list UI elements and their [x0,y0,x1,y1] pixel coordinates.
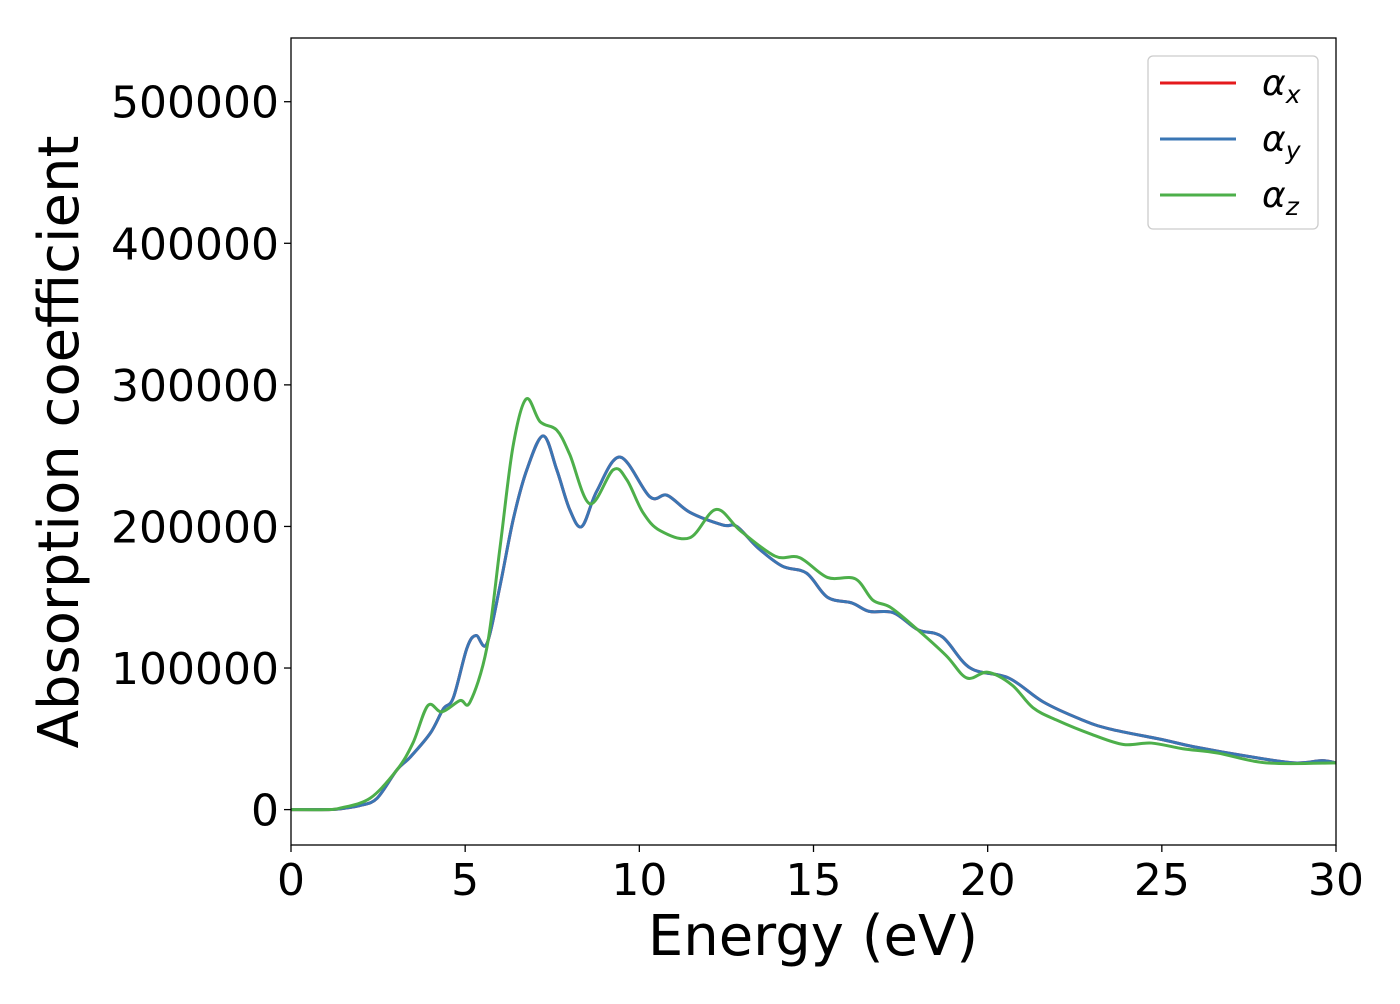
x-tick-label: 5 [451,855,479,906]
x-tick-label: 10 [611,855,667,906]
x-axis-label: Energy (eV) [648,904,978,969]
x-tick-label: 15 [786,855,842,906]
x-tick-label: 25 [1134,855,1190,906]
legend-label-x: αx [1262,63,1301,109]
legend: αx αy αz [1147,55,1319,230]
y-tick-label: 400000 [111,219,279,270]
y-tick-label: 100000 [111,644,279,695]
y-axis-ticks: 0 100000 200000 300000 400000 500000 [111,78,291,837]
legend-label-y: αy [1262,119,1302,165]
legend-box [1147,55,1319,230]
series-line-z [290,397,1337,812]
y-tick-label: 500000 [111,78,279,129]
legend-label-z: αz [1262,175,1300,221]
x-tick-label: 30 [1308,855,1364,906]
y-tick-label: 300000 [111,361,279,412]
x-tick-label: 20 [960,855,1016,906]
x-axis-ticks: 0 5 10 15 20 25 30 [277,845,1364,906]
series-line-y [290,434,1337,812]
y-axis-label: Absorption coefficient [27,136,92,749]
y-tick-label: 200000 [111,502,279,553]
series-layer [290,397,1337,812]
series-line-x [290,434,1337,812]
y-tick-label: 0 [251,786,279,837]
x-tick-label: 0 [277,855,305,906]
